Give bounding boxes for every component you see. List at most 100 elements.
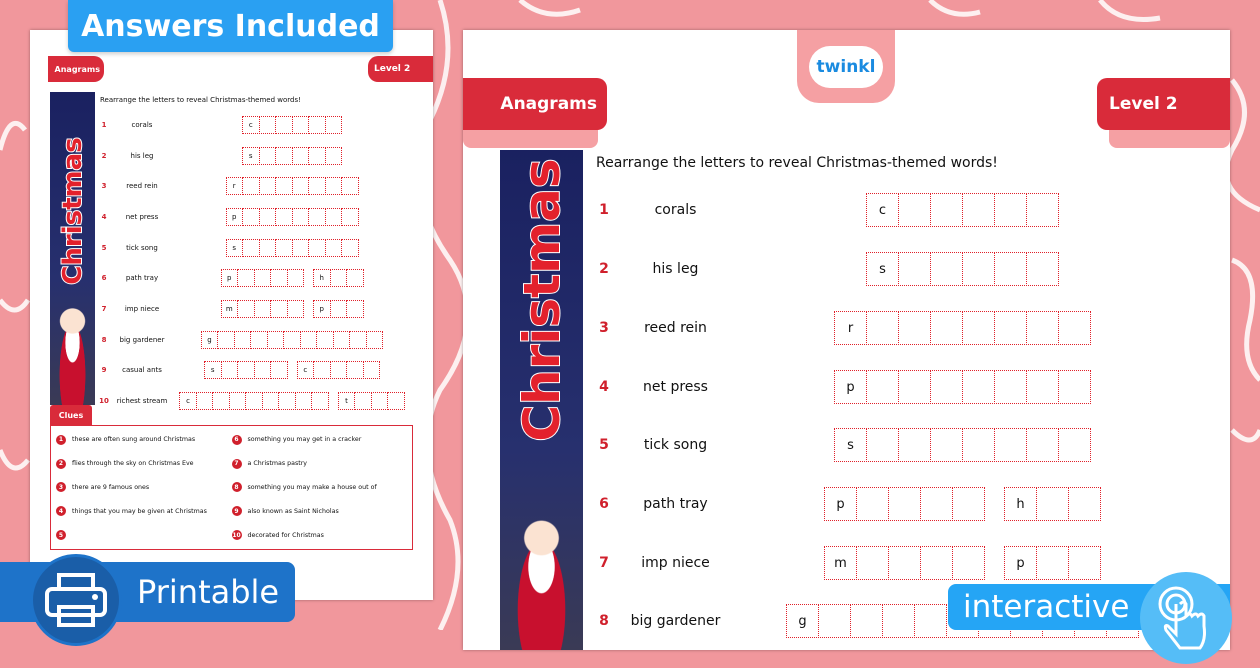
letter-box[interactable] [888,487,921,521]
letter-box[interactable] [283,331,301,349]
letter-box[interactable] [308,239,326,257]
letter-box[interactable] [341,208,359,226]
letter-box[interactable] [898,193,931,227]
letter-box[interactable] [237,300,255,318]
letter-box[interactable] [341,177,359,195]
letter-box[interactable] [365,331,384,349]
letter-box[interactable] [311,392,329,410]
letter-box[interactable] [258,177,276,195]
letter-box[interactable]: s [242,147,260,165]
letter-box[interactable] [362,361,380,379]
letter-box[interactable] [313,361,331,379]
letter-box[interactable]: p [220,269,238,287]
letter-box[interactable] [370,392,389,410]
letter-box[interactable] [1026,193,1059,227]
letter-box[interactable] [286,269,304,287]
letter-box[interactable] [856,546,889,580]
letter-box[interactable] [324,239,342,257]
letter-box[interactable] [341,239,359,257]
letter-box[interactable] [195,392,214,410]
letter-box[interactable] [994,252,1027,286]
letter-box[interactable]: s [866,252,899,286]
letter-box[interactable] [308,147,326,165]
letter-box[interactable] [930,252,963,286]
letter-box[interactable] [275,208,293,226]
letter-box[interactable] [266,331,285,349]
letter-box[interactable] [920,487,953,521]
letter-box[interactable] [994,193,1027,227]
letter-box[interactable] [291,177,309,195]
letter-box[interactable] [233,331,252,349]
letter-box[interactable] [324,116,342,134]
letter-box[interactable] [275,177,293,195]
letter-box[interactable]: c [866,193,899,227]
letter-box[interactable] [882,604,915,638]
letter-box[interactable] [291,239,309,257]
letter-box[interactable] [237,269,255,287]
letter-box[interactable] [291,208,309,226]
letter-box[interactable] [291,116,309,134]
letter-box[interactable] [258,239,276,257]
letter-box[interactable] [1026,428,1059,462]
letter-box[interactable]: r [834,311,867,345]
letter-box[interactable] [866,428,899,462]
letter-box[interactable]: g [200,331,219,349]
letter-box[interactable] [324,177,342,195]
letter-box[interactable]: c [242,116,260,134]
letter-box[interactable]: r [225,177,243,195]
letter-box[interactable] [930,193,963,227]
letter-box[interactable] [275,147,293,165]
letter-box[interactable] [316,331,334,349]
letter-box[interactable] [242,208,260,226]
letter-box[interactable] [278,392,296,410]
letter-box[interactable] [898,428,931,462]
letter-box[interactable] [962,193,995,227]
letter-box[interactable] [850,604,883,638]
letter-box[interactable] [270,269,288,287]
letter-box[interactable] [308,177,326,195]
letter-box[interactable] [962,428,995,462]
letter-box[interactable] [962,311,995,345]
letter-box[interactable]: m [824,546,857,580]
letter-box[interactable] [346,269,364,287]
letter-box[interactable] [1026,370,1059,404]
letter-box[interactable] [275,239,293,257]
letter-box[interactable] [1036,487,1069,521]
letter-box[interactable] [308,116,326,134]
letter-box[interactable] [332,331,351,349]
letter-box[interactable] [308,208,326,226]
letter-box[interactable] [818,604,851,638]
letter-box[interactable] [242,239,260,257]
letter-box[interactable] [952,546,985,580]
letter-box[interactable] [962,252,995,286]
letter-box[interactable] [1036,546,1069,580]
letter-box[interactable] [888,546,921,580]
letter-box[interactable] [898,252,931,286]
letter-box[interactable] [1058,311,1091,345]
letter-box[interactable] [898,370,931,404]
letter-box[interactable] [253,300,271,318]
letter-box[interactable]: h [1004,487,1037,521]
letter-box[interactable]: p [824,487,857,521]
letter-box[interactable] [930,428,963,462]
letter-box[interactable] [930,311,963,345]
letter-box[interactable] [237,361,255,379]
letter-box[interactable] [258,147,276,165]
letter-box[interactable] [1068,546,1101,580]
letter-box[interactable]: g [786,604,819,638]
letter-box[interactable] [346,300,364,318]
letter-box[interactable] [258,116,276,134]
letter-box[interactable] [270,300,288,318]
letter-box[interactable] [349,331,367,349]
letter-box[interactable]: p [834,370,867,404]
letter-box[interactable] [250,331,268,349]
letter-box[interactable] [245,392,263,410]
letter-box[interactable]: s [204,361,222,379]
letter-box[interactable] [261,392,280,410]
letter-box[interactable] [324,147,342,165]
letter-box[interactable]: t [337,392,356,410]
letter-box[interactable]: p [313,300,331,318]
letter-box[interactable] [217,331,235,349]
letter-box[interactable] [270,361,288,379]
letter-box[interactable] [275,116,293,134]
